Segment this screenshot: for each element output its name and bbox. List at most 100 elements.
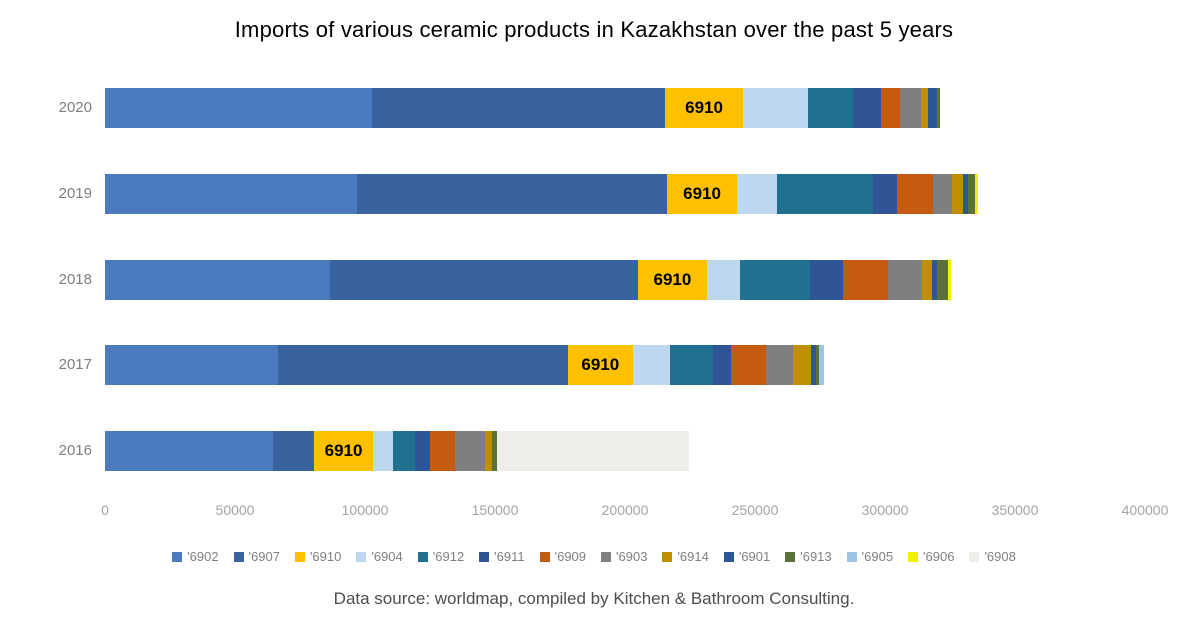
bar-segment: [808, 88, 853, 128]
bar-segment: [967, 174, 975, 214]
bar-segment: [373, 431, 394, 471]
bar-row: 2020 6910: [0, 88, 1188, 128]
bar-segment: [632, 345, 670, 385]
bar-segment: [873, 174, 897, 214]
x-tick-label: 250000: [731, 502, 779, 518]
year-label: 2020: [58, 99, 92, 116]
bar-segment: [931, 260, 937, 300]
bar-segment: [272, 431, 315, 471]
bar-segment: [357, 174, 668, 214]
bar-segment: [853, 88, 882, 128]
legend-item: '6909: [539, 549, 587, 564]
bar-segment: [765, 345, 793, 385]
segment-label: 6910: [581, 355, 620, 374]
bar-segment: [105, 174, 358, 214]
legend-label: '6913: [800, 549, 832, 564]
bar-segment: [105, 260, 330, 300]
bar-segment: [921, 260, 932, 300]
legend-swatch-icon: [539, 551, 550, 562]
data-source-note: Data source: worldmap, compiled by Kitch…: [333, 589, 855, 608]
bar-segment: [492, 431, 498, 471]
legend-label: '6904: [371, 549, 403, 564]
legend-label: '6901: [738, 549, 771, 564]
legend-label: '6914: [677, 549, 709, 564]
legend-item: '6905: [846, 549, 894, 564]
bar-segment: [393, 431, 416, 471]
legend-swatch-icon: [172, 551, 183, 562]
bar-segment: [896, 174, 933, 214]
stacked-bar: 6910: [105, 174, 978, 214]
x-axis: 0 50000 100000 150000 200000 250000 300000 3500…: [0, 502, 1188, 522]
bar-segment: [921, 88, 929, 128]
bar-segment: [497, 431, 689, 471]
bar-segment: [928, 88, 938, 128]
stacked-bar: 6910: [105, 260, 951, 300]
stacked-bar: 6910: [105, 431, 689, 471]
legend-label: '6909: [554, 549, 587, 564]
bar-segment: [105, 431, 273, 471]
segment-label: 6910: [685, 98, 723, 117]
bar-segment: [430, 431, 456, 471]
bar-segment: [815, 345, 820, 385]
legend-label: '6910: [309, 549, 342, 564]
bar-segment: [485, 431, 493, 471]
legend: '6902 '6907 '6910 '6904 '6912 '6911 '6909 '6903…: [0, 549, 1188, 564]
bar-row: 2016 6910: [0, 431, 1188, 471]
bar-segment: [887, 260, 922, 300]
bar-segment: [936, 260, 948, 300]
legend-item: '6907: [233, 549, 280, 564]
bar-segment: [962, 174, 968, 214]
bar-segment: 6910: [665, 88, 744, 128]
legend-swatch-icon: [723, 551, 734, 562]
legend-label: '6911: [494, 549, 525, 564]
x-tick-label: 150000: [471, 502, 519, 518]
legend-label: '6912: [432, 549, 465, 564]
legend-swatch-icon: [969, 551, 980, 562]
legend-swatch-icon: [479, 551, 490, 562]
x-tick-label: 50000: [215, 502, 255, 518]
bar-segment: [810, 345, 816, 385]
bar-row: 2019 6910: [0, 174, 1188, 214]
bar-segment: [739, 260, 810, 300]
bar-segment: [937, 88, 941, 128]
bar-segment: 6910: [567, 345, 633, 385]
bar-segment: 6910: [314, 431, 374, 471]
bar-segment: [881, 88, 901, 128]
legend-swatch-icon: [908, 551, 919, 562]
year-label: 2016: [58, 442, 92, 459]
x-tick-label: 300000: [861, 502, 909, 518]
legend-swatch-icon: [785, 551, 796, 562]
legend-label: '6905: [861, 549, 894, 564]
legend-item: '6903: [601, 549, 647, 564]
legend-label: '6908: [984, 549, 1016, 564]
stacked-bar: 6910: [105, 345, 825, 385]
bar-segment: [743, 88, 809, 128]
bar-segment: [819, 345, 825, 385]
legend-item: '6910: [294, 549, 342, 564]
bar-segment: [842, 260, 888, 300]
segment-label: 6910: [653, 270, 692, 289]
bar-segment: [372, 88, 666, 128]
stacked-bar: 6910: [105, 88, 941, 128]
bar-segment: [932, 174, 952, 214]
year-label: 2019: [58, 185, 92, 202]
chart-title: Imports of various ceramic products in K…: [234, 17, 954, 42]
bar-segment: [900, 88, 922, 128]
legend-item: '6913: [785, 549, 832, 564]
x-tick-label: 200000: [601, 502, 649, 518]
legend-swatch-icon: [294, 551, 305, 562]
bar-segment: [277, 345, 568, 385]
x-tick-label: 0: [101, 502, 109, 518]
legend-swatch-icon: [601, 551, 612, 562]
x-tick-label: 350000: [991, 502, 1039, 518]
bar-segment: [730, 345, 766, 385]
bar-segment: [455, 431, 486, 471]
bar-segment: [105, 88, 373, 128]
legend-swatch-icon: [662, 551, 673, 562]
legend-label: '6902: [187, 549, 219, 564]
bar-segment: [105, 345, 278, 385]
bar-segment: [415, 431, 431, 471]
bar-row: 2017 6910: [0, 345, 1188, 385]
bar-segment: [737, 174, 778, 214]
